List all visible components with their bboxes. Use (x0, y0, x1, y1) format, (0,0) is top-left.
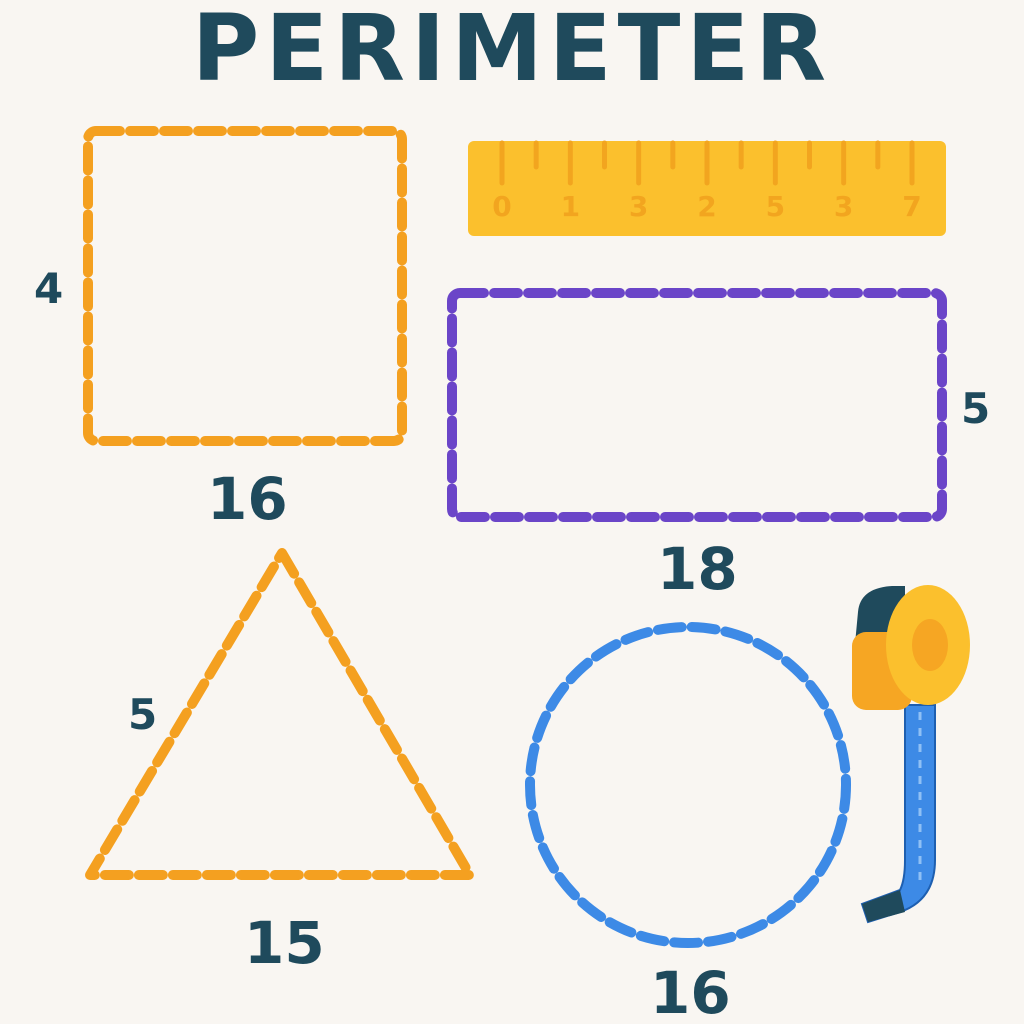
tape-measure-icon (852, 585, 970, 924)
ruler-number: 1 (561, 190, 580, 223)
page-title: PERIMETER (191, 0, 833, 102)
ruler-number: 3 (834, 190, 853, 223)
triangle-perimeter-label: 15 (244, 909, 325, 977)
rectangle-perimeter-label: 18 (657, 535, 738, 603)
ruler-number: 2 (697, 190, 716, 223)
ruler-number: 0 (492, 190, 511, 223)
ruler-numbers: 0 1 3 2 5 3 7 (492, 190, 921, 223)
circle-shape (525, 622, 851, 948)
square-shape (83, 126, 407, 446)
square-perimeter-label: 16 (207, 465, 288, 533)
ruler-number: 3 (629, 190, 648, 223)
rectangle-shape (447, 288, 947, 522)
square-side-label: 4 (34, 264, 64, 313)
rectangle-side-label: 5 (961, 384, 991, 433)
ruler-icon: 0 1 3 2 5 3 7 (468, 140, 946, 236)
circle-perimeter-label: 16 (650, 959, 731, 1024)
ruler-number: 7 (902, 190, 921, 223)
ruler-ticks (499, 140, 915, 186)
triangle-side-label: 5 (128, 690, 158, 739)
ruler-number: 5 (766, 190, 785, 223)
triangle-shape (85, 548, 475, 880)
